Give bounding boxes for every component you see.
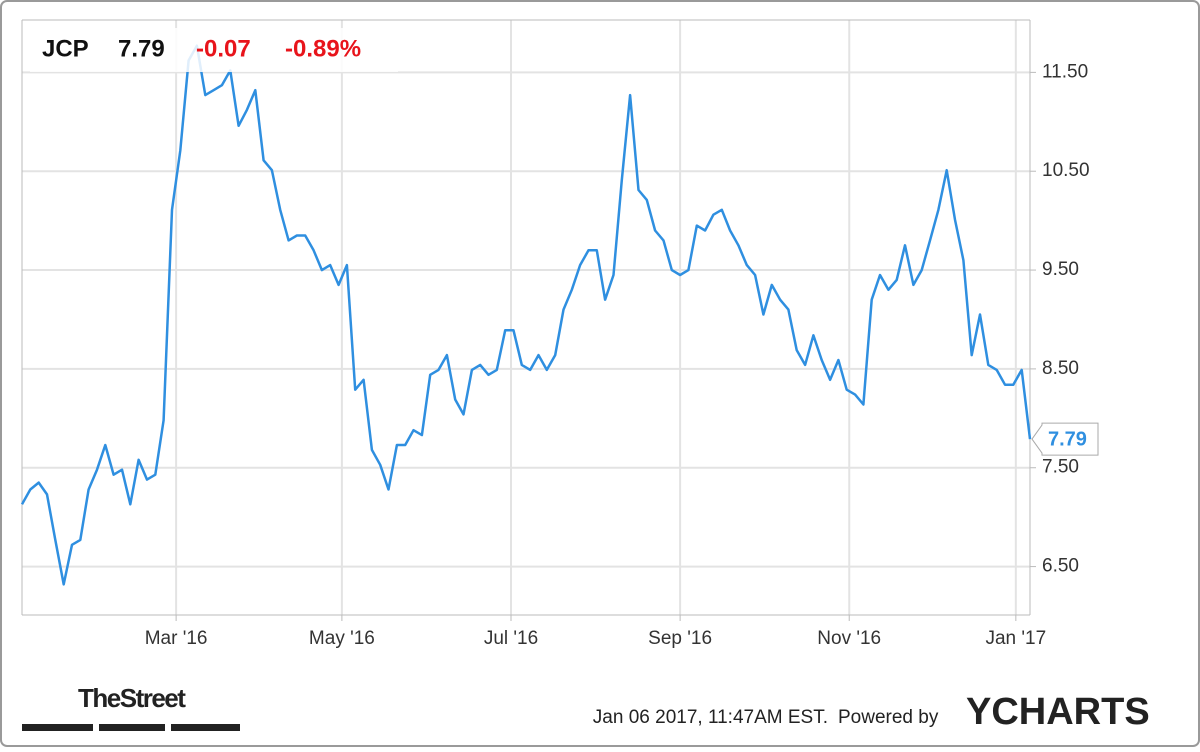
- source-logo: TheStreet: [78, 683, 186, 713]
- last-value-callout: [1031, 422, 1099, 456]
- header-box: [30, 28, 398, 72]
- x-tick-label: Sep '16: [648, 628, 712, 649]
- grid: [22, 20, 1036, 621]
- x-tick-label: May '16: [309, 628, 375, 649]
- logo-bar: [22, 724, 93, 731]
- ticker: JCP: [42, 35, 89, 62]
- y-tick-label: 11.50: [1042, 61, 1088, 82]
- brand: YCHARTS: [966, 691, 1150, 733]
- timestamp: Jan 06 2017, 11:47AM EST.: [593, 707, 828, 728]
- logo-bar: [171, 724, 240, 731]
- x-tick-label: Nov '16: [817, 628, 881, 649]
- x-tick-label: Jul '16: [484, 628, 538, 649]
- change: -0.07: [196, 35, 251, 62]
- last-value-label: 7.79: [1048, 428, 1087, 450]
- x-tick-label: Mar '16: [145, 628, 208, 649]
- y-tick-label: 9.50: [1042, 259, 1079, 280]
- price: 7.79: [118, 35, 165, 62]
- change-pct: -0.89%: [285, 35, 361, 62]
- y-tick-label: 7.50: [1042, 457, 1079, 478]
- powered-by: Powered by: [838, 707, 939, 728]
- logo-bar: [99, 724, 165, 731]
- y-tick-label: 8.50: [1042, 358, 1079, 379]
- y-tick-label: 6.50: [1042, 556, 1079, 577]
- y-tick-label: 10.50: [1042, 160, 1090, 181]
- x-tick-label: Jan '17: [985, 628, 1046, 649]
